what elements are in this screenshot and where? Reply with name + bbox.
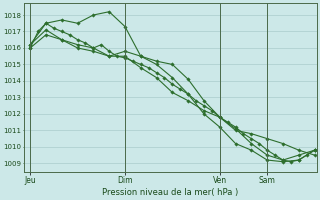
X-axis label: Pression niveau de la mer( hPa ): Pression niveau de la mer( hPa ) bbox=[102, 188, 238, 197]
